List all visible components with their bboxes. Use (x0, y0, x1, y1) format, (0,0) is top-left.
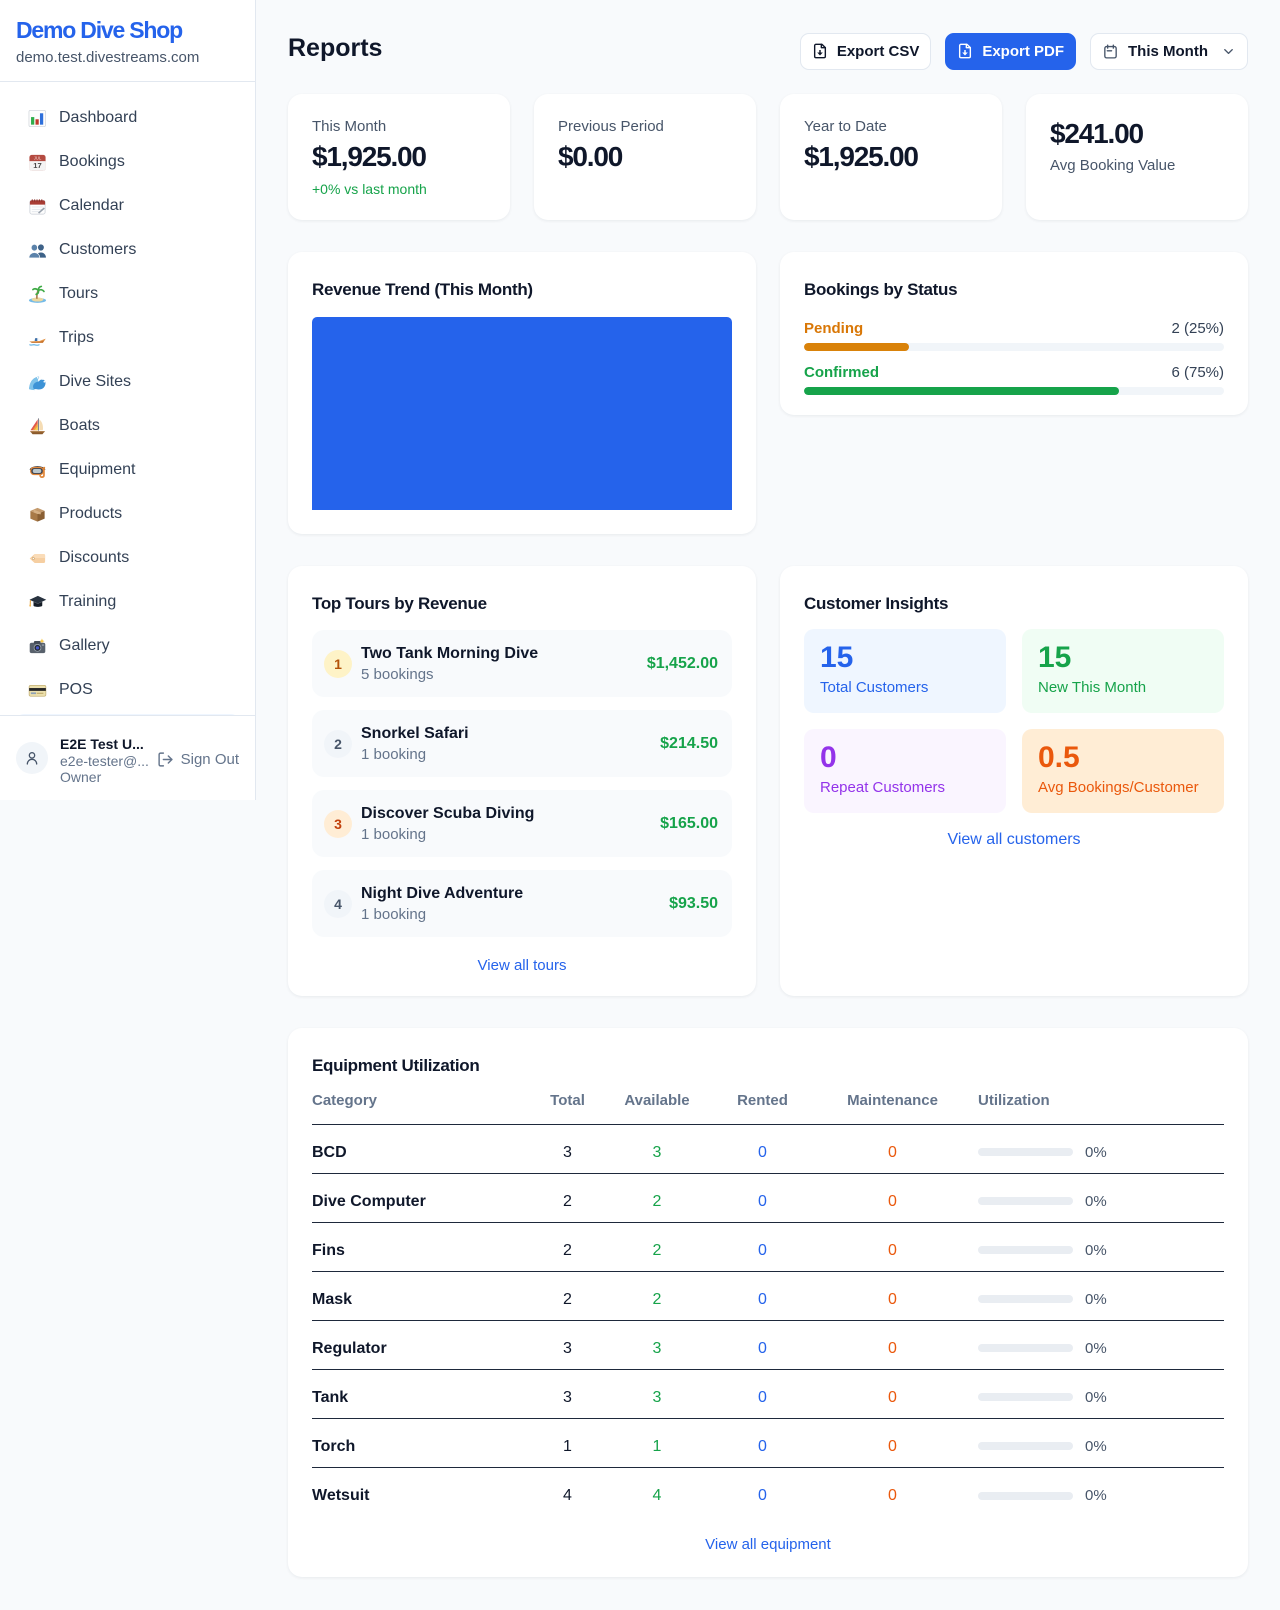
svg-text:17: 17 (33, 161, 41, 170)
svg-text:JUL: JUL (34, 155, 42, 160)
